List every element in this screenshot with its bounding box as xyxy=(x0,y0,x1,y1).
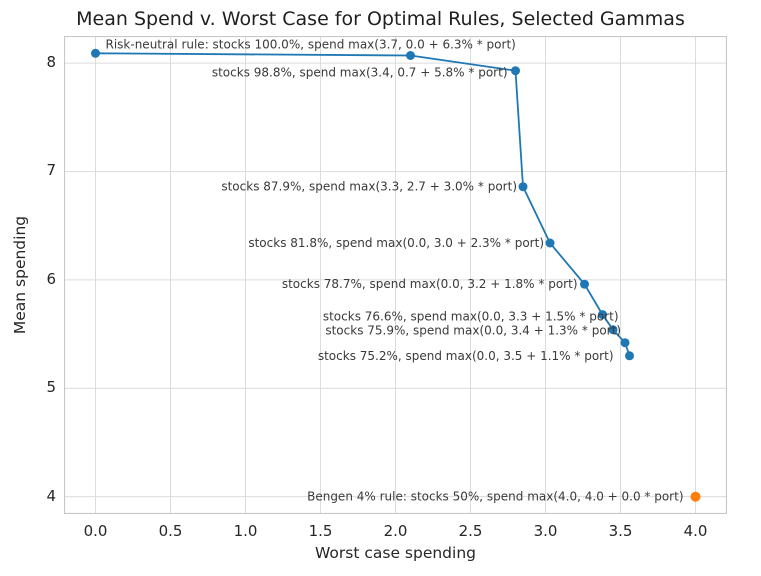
optimal-rules-marker xyxy=(545,238,555,248)
y-tick-label: 7 xyxy=(46,161,56,180)
point-annotation: Risk-neutral rule: stocks 100.0%, spend … xyxy=(106,37,516,51)
x-tick-label: 2.5 xyxy=(458,522,483,540)
optimal-rules-marker xyxy=(608,325,618,335)
x-tick-label: 1.0 xyxy=(233,522,258,540)
optimal-rules-marker xyxy=(518,182,528,192)
point-annotation: Bengen 4% rule: stocks 50%, spend max(4.… xyxy=(307,490,683,504)
point-annotation: stocks 75.2%, spend max(0.0, 3.5 + 1.1% … xyxy=(318,349,614,363)
point-annotation: stocks 75.9%, spend max(0.0, 3.4 + 1.3% … xyxy=(325,324,621,338)
optimal-rules-line xyxy=(95,52,631,357)
x-tick-label: 0.5 xyxy=(158,522,183,540)
point-annotation: stocks 98.8%, spend max(3.4, 0.7 + 5.8% … xyxy=(212,66,508,80)
x-tick-label: 3.0 xyxy=(533,522,558,540)
x-tick-label: 3.5 xyxy=(608,522,633,540)
y-axis-label: Mean spending xyxy=(11,215,29,335)
optimal-rules-marker xyxy=(406,51,415,60)
x-tick-label: 4.0 xyxy=(683,522,708,540)
x-axis-label: Worst case spending xyxy=(315,544,476,562)
x-tick-label: 2.0 xyxy=(383,522,408,540)
y-tick-label: 5 xyxy=(46,378,56,397)
optimal-rules-marker xyxy=(620,338,630,348)
y-tick-label: 8 xyxy=(46,53,56,72)
point-annotation: stocks 76.6%, spend max(0.0, 3.3 + 1.5% … xyxy=(323,310,619,324)
bengen-rule-marker xyxy=(690,491,701,502)
optimal-rules-marker xyxy=(511,66,520,76)
chart-title: Mean Spend v. Worst Case for Optimal Rul… xyxy=(76,8,685,30)
y-tick-label: 6 xyxy=(46,269,56,288)
point-annotation: stocks 81.8%, spend max(0.0, 3.0 + 2.3% … xyxy=(248,236,544,250)
plot-border xyxy=(63,35,728,515)
x-tick-label: 0.0 xyxy=(83,522,108,540)
x-tick-label: 1.5 xyxy=(308,522,333,540)
point-annotation: stocks 87.9%, spend max(3.3, 2.7 + 3.0% … xyxy=(221,180,517,194)
optimal-rules-marker xyxy=(625,351,634,361)
plot-canvas: Risk-neutral rule: stocks 100.0%, spend … xyxy=(63,35,728,515)
y-tick-label: 4 xyxy=(46,486,56,505)
optimal-rules-marker xyxy=(91,48,100,58)
optimal-rules-marker xyxy=(580,279,589,289)
point-annotation: stocks 78.7%, spend max(0.0, 3.2 + 1.8% … xyxy=(282,277,578,291)
plot-area: Risk-neutral rule: stocks 100.0%, spend … xyxy=(63,35,728,515)
optimal-rules-marker xyxy=(598,310,607,320)
